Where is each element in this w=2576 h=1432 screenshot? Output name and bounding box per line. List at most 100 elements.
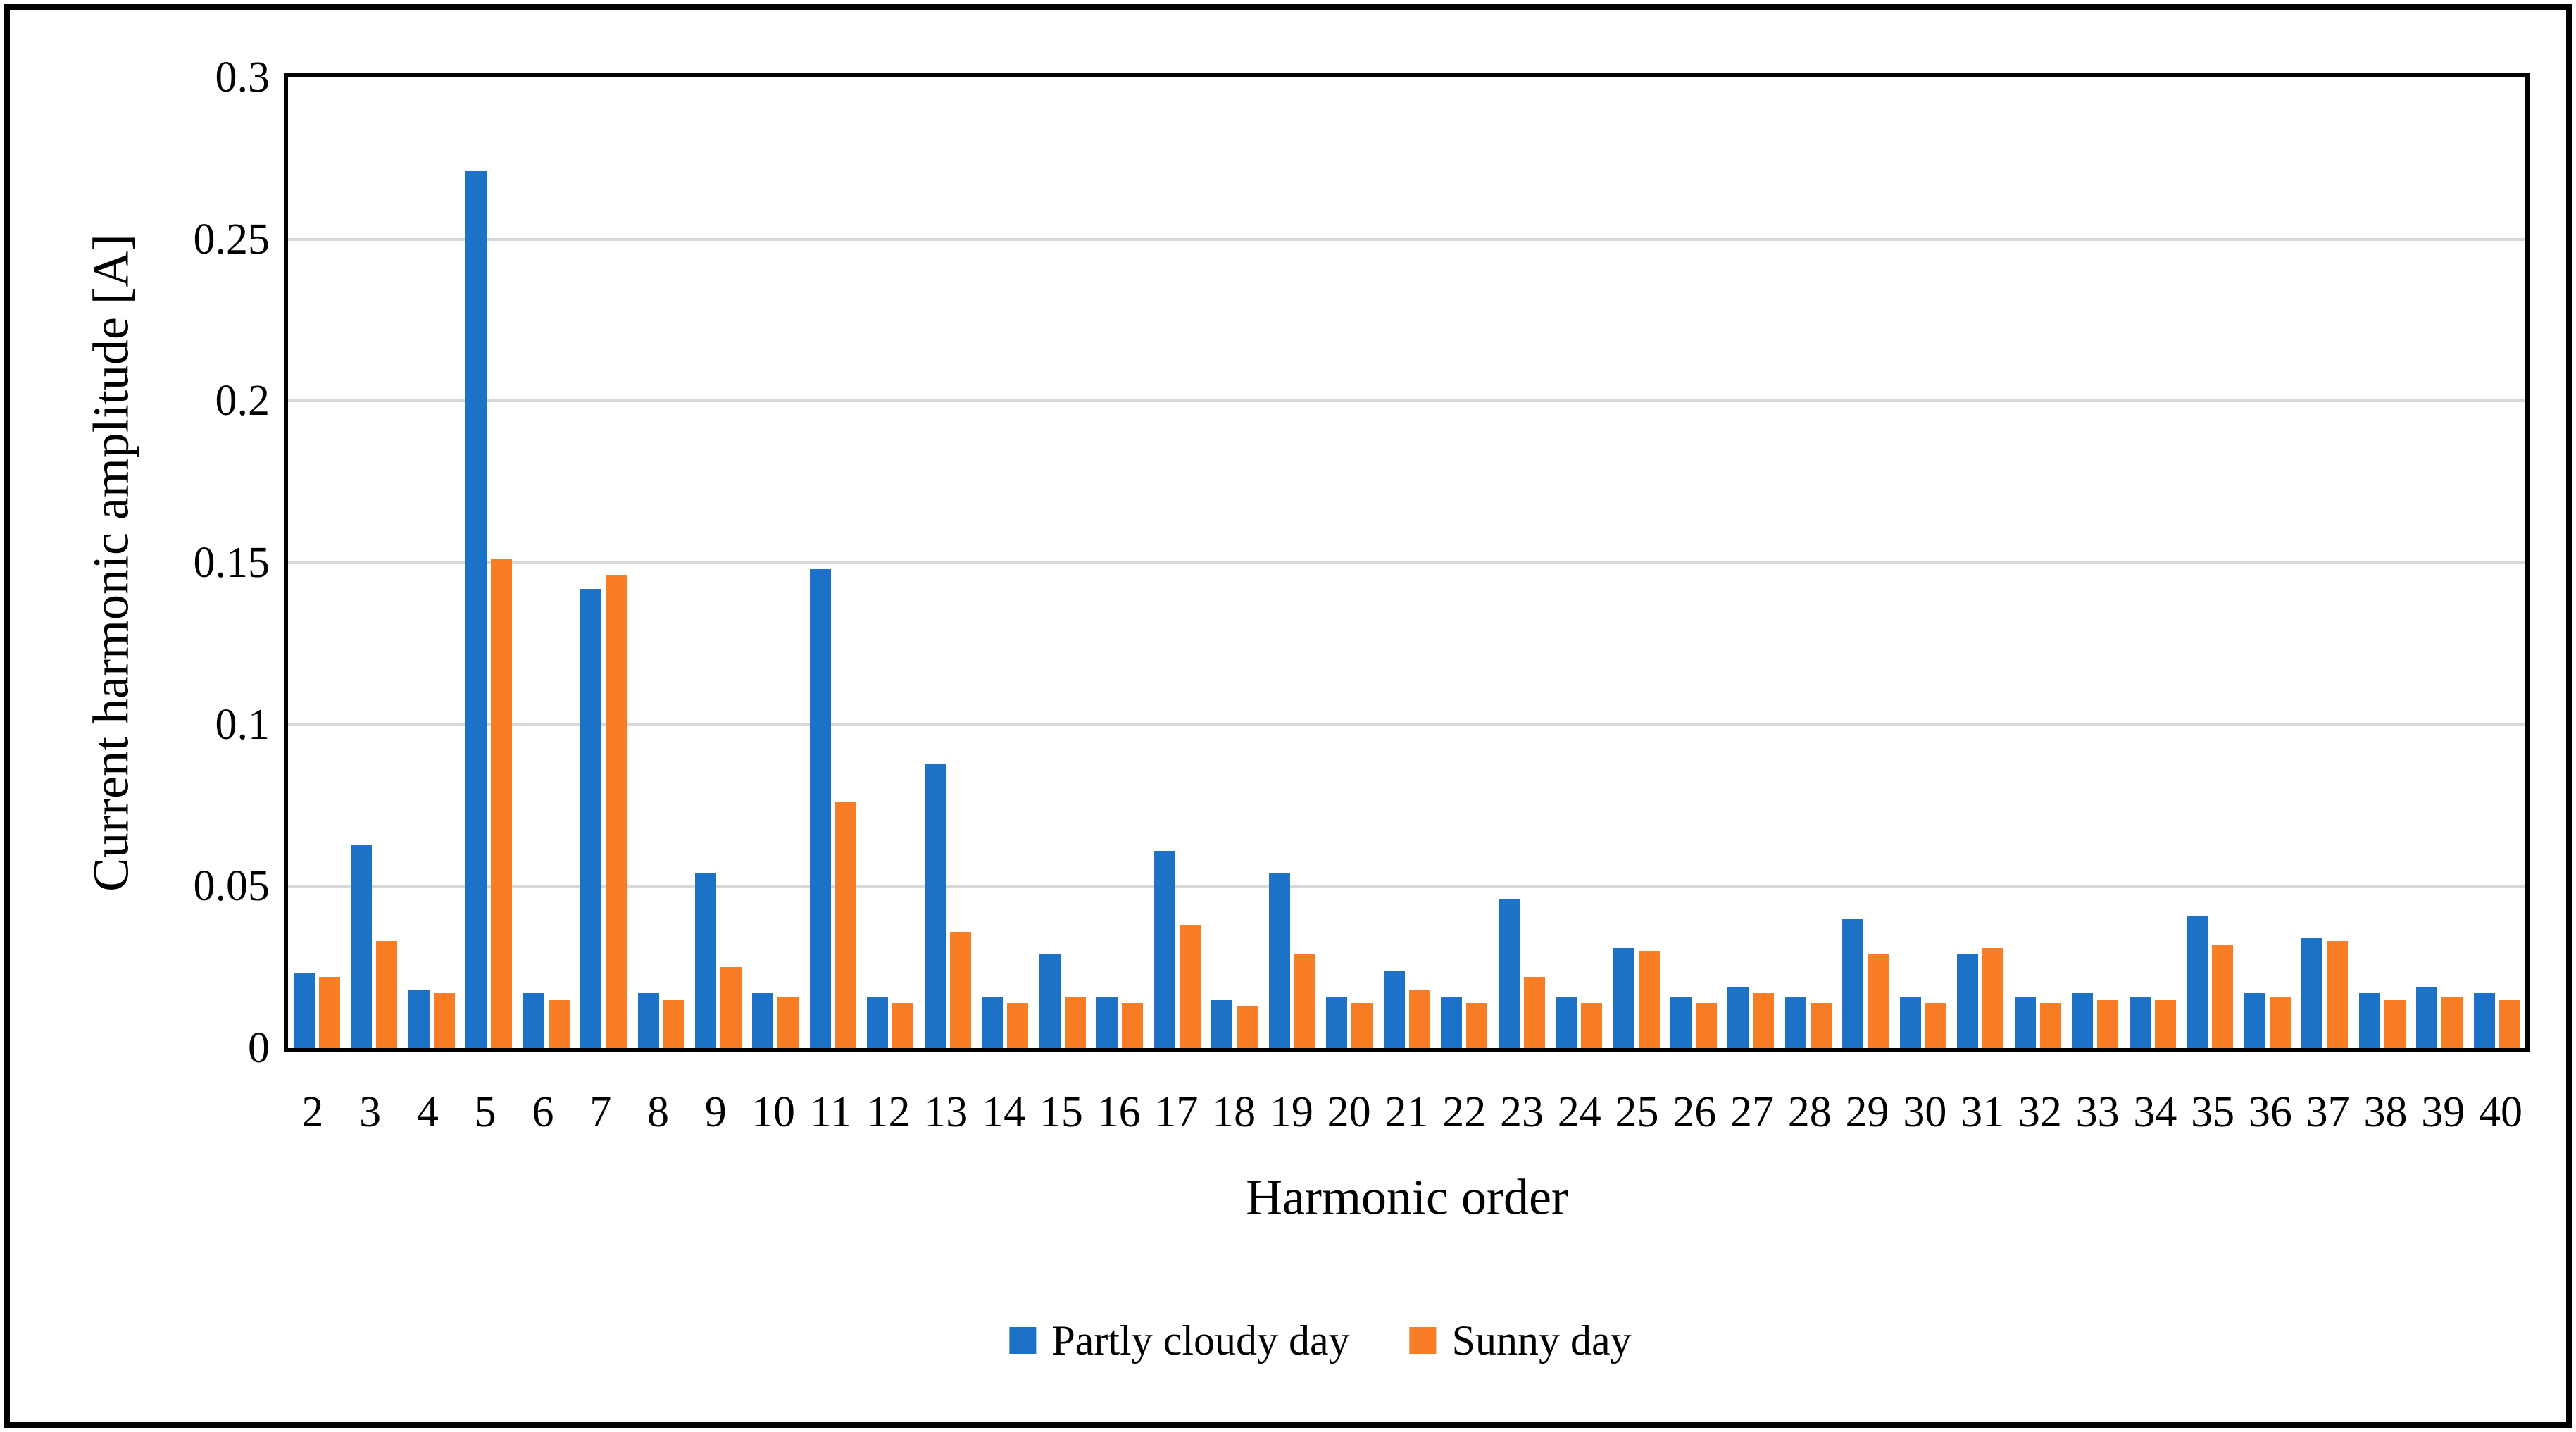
bar-sunny-h16 [1122,1002,1144,1048]
x-axis-title: Harmonic order [1246,1169,1568,1226]
bar-partly-cloudy-h33 [2072,992,2094,1048]
bar-group-23 [1493,77,1550,1048]
bar-partly-cloudy-h15 [1039,954,1061,1048]
bar-group-5 [460,77,517,1048]
bar-partly-cloudy-h37 [2301,938,2323,1048]
bar-group-19 [1263,77,1320,1048]
bar-sunny-h29 [1868,954,1889,1048]
bar-sunny-h7 [606,575,627,1048]
x-tick-label-22: 22 [1442,1088,1487,1136]
bar-sunny-h17 [1179,925,1201,1048]
bar-sunny-h8 [663,1000,684,1048]
bar-group-11 [804,77,861,1048]
bar-group-28 [1780,77,1837,1048]
bar-partly-cloudy-h16 [1096,996,1118,1048]
x-tick-label-9: 9 [704,1088,727,1136]
legend-item-partly-cloudy: Partly cloudy day [1009,1317,1350,1364]
x-tick-label-5: 5 [474,1088,496,1136]
x-tick-label-2: 2 [301,1088,324,1136]
bar-group-22 [1435,77,1492,1048]
bar-partly-cloudy-h5 [465,171,487,1048]
x-tick-label-37: 37 [2306,1088,2350,1136]
bar-group-32 [2009,77,2066,1048]
x-tick-label-6: 6 [532,1088,554,1136]
bar-partly-cloudy-h13 [924,763,946,1048]
x-tick-label-32: 32 [2018,1088,2062,1136]
x-axis-tick-labels: 2 3 4 5 6 7 8 9 10 11 12 13 14 15 16 17 18 19 20 21 22 23 24 25… [284,1090,2530,1134]
x-tick-label-19: 19 [1269,1088,1313,1136]
x-tick-label-27: 27 [1730,1088,1775,1136]
bar-sunny-h26 [1695,1002,1717,1048]
x-tick-label-4: 4 [416,1088,439,1136]
bar-partly-cloudy-h10 [752,992,774,1048]
bar-sunny-h12 [892,1002,914,1048]
bar-sunny-h10 [777,996,799,1048]
bar-sunny-h40 [2499,1000,2520,1048]
bar-sunny-h14 [1007,1002,1029,1048]
bar-partly-cloudy-h11 [809,569,831,1048]
bar-sunny-h35 [2212,945,2234,1048]
bar-sunny-h32 [2039,1002,2061,1048]
bar-sunny-h23 [1523,976,1545,1048]
bar-partly-cloudy-h22 [1441,996,1463,1048]
bar-group-20 [1320,77,1377,1048]
bar-partly-cloudy-h9 [695,873,717,1048]
bar-group-26 [1665,77,1722,1048]
bar-sunny-h2 [318,976,340,1048]
bar-partly-cloudy-h34 [2129,996,2151,1048]
x-tick-label-39: 39 [2421,1088,2465,1136]
bar-group-2 [288,77,345,1048]
bar-sunny-h34 [2154,1000,2176,1048]
bar-series-container [288,77,2525,1048]
x-tick-label-30: 30 [1903,1088,1947,1136]
legend-label-partly-cloudy: Partly cloudy day [1051,1317,1350,1364]
y-tick-label-0.3: 0.3 [215,54,270,101]
bar-sunny-h21 [1408,990,1430,1048]
x-tick-label-29: 29 [1845,1088,1889,1136]
bar-group-17 [1149,77,1206,1048]
legend-swatch-partly-cloudy [1009,1327,1037,1354]
y-tick-label-0.2: 0.2 [215,377,270,425]
y-tick-label-0.1: 0.1 [215,700,270,749]
bar-partly-cloudy-h6 [523,992,544,1048]
x-tick-label-25: 25 [1615,1088,1659,1136]
bar-partly-cloudy-h39 [2416,986,2438,1048]
bar-partly-cloudy-h14 [982,996,1003,1048]
bar-group-33 [2067,77,2124,1048]
x-tick-label-23: 23 [1499,1088,1544,1136]
bar-group-6 [518,77,575,1048]
bar-group-24 [1550,77,1607,1048]
bar-group-10 [747,77,804,1048]
x-tick-label-28: 28 [1787,1088,1832,1136]
y-tick-label-0.15: 0.15 [193,539,270,587]
legend: Partly cloudy day Sunny day [1009,1317,1632,1364]
x-tick-label-8: 8 [646,1088,669,1136]
bar-group-18 [1206,77,1263,1048]
x-tick-label-18: 18 [1212,1088,1256,1136]
bar-sunny-h15 [1064,996,1086,1048]
bar-group-40 [2468,77,2525,1048]
bar-partly-cloudy-h20 [1326,996,1348,1048]
bar-group-13 [919,77,976,1048]
bar-sunny-h24 [1581,1002,1603,1048]
bar-partly-cloudy-h23 [1498,899,1520,1048]
bar-partly-cloudy-h29 [1842,919,1864,1048]
bar-sunny-h9 [720,967,742,1048]
bar-group-37 [2296,77,2353,1048]
bar-partly-cloudy-h25 [1613,947,1634,1048]
bar-group-12 [862,77,919,1048]
bar-sunny-h37 [2327,941,2349,1048]
bar-group-36 [2239,77,2296,1048]
bar-partly-cloudy-h3 [351,844,373,1048]
bar-sunny-h20 [1351,1002,1373,1048]
bar-group-31 [1952,77,2009,1048]
bar-sunny-h39 [2441,996,2463,1048]
y-tick-label-0.25: 0.25 [193,215,270,263]
bar-partly-cloudy-h21 [1383,970,1405,1048]
gridline-0.05 [288,885,2525,888]
x-tick-label-33: 33 [2075,1088,2120,1136]
x-tick-label-3: 3 [359,1088,382,1136]
bar-group-15 [1034,77,1091,1048]
bar-partly-cloudy-h30 [1899,996,1921,1048]
